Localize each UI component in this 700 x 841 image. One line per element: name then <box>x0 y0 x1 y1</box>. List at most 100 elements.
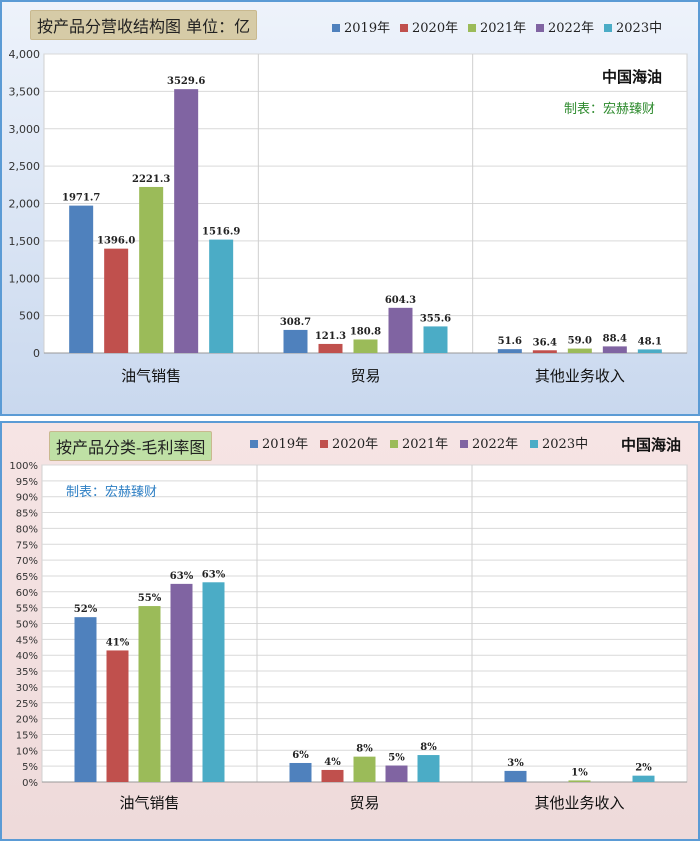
margin-y-tick-label: 100% <box>9 461 38 472</box>
margin-data-label: 1% <box>571 767 588 778</box>
margin-y-tick-label: 5% <box>22 762 38 773</box>
margin-data-label: 6% <box>292 750 309 761</box>
revenue-category-label: 贸易 <box>350 367 380 385</box>
margin-legend-swatch <box>460 440 468 448</box>
revenue-y-tick-label: 500 <box>19 310 40 323</box>
margin-bar <box>504 770 527 782</box>
margin-chart-title: 按产品分类-毛利率图 <box>49 431 213 461</box>
margin-y-tick-label: 75% <box>16 540 38 551</box>
revenue-credit-label: 制表：宏赫臻财 <box>564 102 656 117</box>
margin-y-tick-label: 85% <box>16 509 38 520</box>
revenue-category-label: 油气销售 <box>121 367 181 385</box>
revenue-y-tick-label: 1,500 <box>9 235 41 248</box>
revenue-data-label: 1971.7 <box>62 193 100 204</box>
margin-category-label: 贸易 <box>349 794 379 812</box>
margin-data-label: 4% <box>324 757 341 768</box>
margin-y-tick-label: 70% <box>16 556 38 567</box>
revenue-bar <box>209 239 234 353</box>
revenue-bar <box>388 307 413 353</box>
margin-category-label: 其他业务收入 <box>534 794 624 812</box>
revenue-data-label: 59.0 <box>568 336 592 347</box>
revenue-bar <box>174 89 199 353</box>
margin-legend-label: 2023中 <box>542 437 588 452</box>
margin-data-label: 8% <box>420 742 437 753</box>
revenue-data-label: 604.3 <box>385 295 416 306</box>
revenue-bar <box>423 326 448 353</box>
margin-legend-label: 2021年 <box>402 437 448 452</box>
revenue-legend-swatch <box>536 24 544 32</box>
margin-y-tick-label: 25% <box>16 699 38 710</box>
revenue-bar <box>497 349 522 353</box>
margin-bar <box>138 606 161 782</box>
margin-y-tick-label: 55% <box>16 604 38 615</box>
margin-y-tick-label: 15% <box>16 730 38 741</box>
margin-bar <box>632 775 655 782</box>
margin-y-tick-label: 50% <box>16 620 38 631</box>
margin-bar <box>353 756 376 782</box>
margin-legend-label: 2020年 <box>332 437 378 452</box>
revenue-data-label: 48.1 <box>638 336 662 347</box>
margin-credit-label: 制表：宏赫臻财 <box>66 485 158 500</box>
margin-bar <box>385 765 408 782</box>
margin-y-tick-label: 20% <box>16 715 38 726</box>
revenue-legend-swatch <box>332 24 340 32</box>
margin-brand-label: 中国海油 <box>621 436 682 454</box>
revenue-bar <box>567 348 592 353</box>
margin-data-label: 3% <box>507 758 524 769</box>
revenue-legend-swatch <box>604 24 612 32</box>
margin-data-label: 8% <box>356 744 373 755</box>
revenue-y-tick-label: 3,000 <box>9 123 41 136</box>
margin-bar <box>106 650 129 782</box>
margin-data-label: 41% <box>106 637 130 648</box>
revenue-legend-label: 2019年 <box>344 21 390 36</box>
margin-bar <box>321 769 344 782</box>
revenue-y-tick-label: 2,500 <box>9 160 41 173</box>
margin-legend-swatch <box>250 440 258 448</box>
revenue-bar <box>283 329 308 353</box>
margin-y-tick-label: 45% <box>16 635 38 646</box>
margin-y-tick-label: 40% <box>16 651 38 662</box>
revenue-data-label: 1516.9 <box>202 227 240 238</box>
revenue-y-tick-label: 0 <box>33 347 40 360</box>
margin-legend-label: 2019年 <box>262 437 308 452</box>
revenue-chart-title: 按产品分营收结构图 单位：亿 <box>30 10 258 40</box>
revenue-data-label: 2221.3 <box>132 174 170 185</box>
revenue-bar <box>318 343 343 353</box>
revenue-legend-label: 2021年 <box>480 21 526 36</box>
revenue-data-label: 1396.0 <box>97 236 135 247</box>
revenue-bar <box>602 346 627 353</box>
margin-y-tick-label: 65% <box>16 572 38 583</box>
revenue-legend-swatch <box>400 24 408 32</box>
revenue-chart-panel: 0 500 1,000 1,500 2,000 2,500 3,000 3,500 4,000 1… <box>0 0 700 416</box>
revenue-bar <box>139 186 164 353</box>
revenue-brand-label: 中国海油 <box>602 68 663 86</box>
revenue-data-label: 36.4 <box>533 337 557 348</box>
margin-bar <box>202 582 225 782</box>
revenue-chart: 0 500 1,000 1,500 2,000 2,500 3,000 3,500 4,000 1… <box>9 21 688 385</box>
margin-legend-swatch <box>390 440 398 448</box>
margin-bar <box>170 583 193 782</box>
margin-legend-swatch <box>320 440 328 448</box>
margin-y-tick-label: 95% <box>16 477 38 488</box>
revenue-data-label: 308.7 <box>280 317 311 328</box>
revenue-bar <box>353 339 378 353</box>
revenue-data-label: 355.6 <box>420 313 451 324</box>
revenue-data-label: 51.6 <box>498 336 522 347</box>
revenue-y-tick-label: 4,000 <box>9 48 41 61</box>
margin-y-tick-label: 35% <box>16 667 38 678</box>
revenue-data-label: 88.4 <box>603 333 627 344</box>
margin-bar <box>568 780 591 782</box>
margin-bar <box>74 617 97 782</box>
revenue-data-label: 180.8 <box>350 326 381 337</box>
margin-bar <box>289 762 312 782</box>
margin-y-tick-label: 80% <box>16 524 38 535</box>
margin-category-label: 油气销售 <box>119 794 179 812</box>
revenue-y-tick-label: 1,000 <box>9 272 41 285</box>
revenue-bar <box>69 205 94 353</box>
margin-chart: 0% 5% 10% 15% 20% 25% 30% 35% 40% 45% 50% 55% 60% 65%… <box>9 437 688 812</box>
revenue-legend-swatch <box>468 24 476 32</box>
margin-y-tick-label: 30% <box>16 683 38 694</box>
revenue-y-tick-label: 2,000 <box>9 198 41 211</box>
revenue-bar <box>532 350 557 353</box>
revenue-bar <box>104 248 129 353</box>
